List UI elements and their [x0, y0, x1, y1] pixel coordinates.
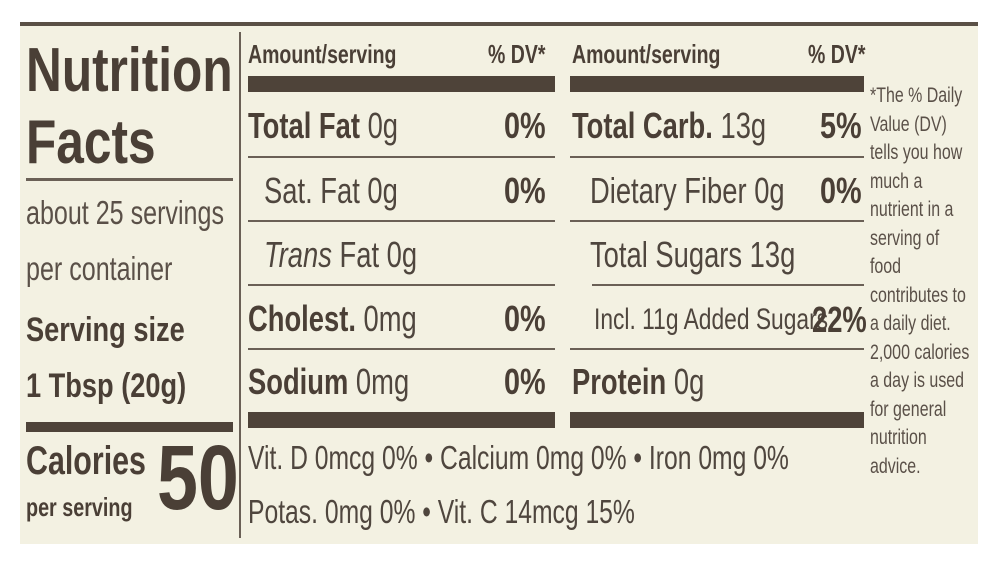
calories-value-wrap: 50 — [157, 432, 259, 524]
protein-amount: 0g — [673, 361, 705, 402]
trans-fat-amount: Fat 0g — [339, 234, 418, 275]
bottom-bar-right — [570, 412, 864, 428]
row-trans-fat: Trans Fat 0g — [264, 235, 465, 275]
servings-per-container: about 25 servings — [26, 194, 224, 231]
hdr-amount-right-wrap: Amount/serving — [572, 40, 770, 68]
serving-size-value: 1 Tbsp (20g) — [26, 367, 187, 405]
sat-fat-wrap: Sat. Fat 0g — [264, 171, 440, 211]
cholest-dv: 0% — [504, 298, 546, 339]
sat-fat-dv-wrap: 0% — [504, 171, 556, 211]
bottom-bar-left — [248, 412, 555, 428]
row-divider — [570, 156, 864, 158]
sat-fat: Sat. Fat 0g — [264, 170, 398, 211]
row-cholesterol: Cholest. 0mg — [248, 299, 470, 339]
calories-label: Calories — [26, 439, 146, 483]
sodium-dv: 0% — [504, 361, 546, 402]
added-sugars-wrap: Incl. 11g Added Sugars — [594, 302, 902, 338]
calories-value: 50 — [157, 427, 239, 529]
total-carb-amount: 13g — [720, 105, 767, 146]
dietary-fiber: Dietary Fiber 0g — [590, 170, 785, 211]
footnote-wrap: *The % Daily Value (DV) tells you how mu… — [870, 82, 974, 481]
sugars-wrap: Total Sugars 13g — [590, 235, 860, 275]
header-daily-value-right: % DV* — [808, 39, 866, 69]
divider — [26, 178, 233, 181]
row-divider — [592, 284, 864, 286]
thick-divider — [26, 422, 233, 432]
row-divider — [570, 220, 864, 222]
added-sugars-dv-wrap: 22% — [812, 300, 884, 340]
vitamins-line1-wrap: Vit. D 0mcg 0% • Calcium 0mg 0% • Iron 0… — [248, 440, 971, 476]
nutrition-title: Nutrition — [26, 40, 284, 102]
serving-size-value-wrap: 1 Tbsp (20g) — [26, 368, 226, 404]
fiber-dv: 0% — [820, 170, 862, 211]
hdr-dv-right-wrap: % DV* — [808, 40, 885, 68]
header-amount-serving: Amount/serving — [248, 39, 397, 69]
header-daily-value: % DV* — [488, 39, 546, 69]
row-total-carb: Total Carb. 13g — [572, 106, 827, 146]
servings-line1-wrap: about 25 servings — [26, 196, 287, 230]
cholest-amount: 0mg — [363, 298, 417, 339]
total-sugars: Total Sugars 13g — [590, 234, 796, 275]
calories-label-wrap: Calories — [26, 441, 184, 481]
total-carb-dv: 5% — [820, 105, 862, 146]
sodium-dv-wrap: 0% — [504, 362, 556, 402]
vitamins-line2: Potas. 0mg 0% • Vit. C 14mcg 15% — [248, 493, 635, 530]
total-carb-label: Total Carb. — [572, 105, 713, 146]
servings-line2-wrap: per container — [26, 252, 219, 286]
row-protein: Protein 0g — [572, 362, 746, 402]
header-bar-left — [248, 76, 555, 92]
title-line2-wrap: Facts — [26, 112, 188, 174]
calories-per-serving: per serving — [26, 492, 133, 522]
total-fat-label: Total Fat — [248, 105, 360, 146]
added-sugars-dv: 22% — [812, 299, 867, 340]
fiber-dv-wrap: 0% — [820, 171, 872, 211]
footnote: *The % Daily Value (DV) tells you how mu… — [870, 84, 970, 478]
nutrition-facts-label: Nutrition Facts about 25 servings per co… — [20, 22, 978, 544]
hdr-dv-left-wrap: % DV* — [488, 40, 565, 68]
header-bar-right — [570, 76, 864, 92]
protein-label: Protein — [572, 361, 667, 402]
row-divider — [248, 156, 555, 158]
hdr-amount-left-wrap: Amount/serving — [248, 40, 446, 68]
header-amount-serving-right: Amount/serving — [572, 39, 721, 69]
row-divider — [248, 284, 555, 286]
title-line1: Nutrition — [26, 36, 233, 105]
trans-label: Trans — [264, 234, 332, 275]
added-sugars: Incl. 11g Added Sugars — [594, 303, 829, 336]
cholest-dv-wrap: 0% — [504, 299, 556, 339]
total-fat-amount: 0g — [367, 105, 399, 146]
vitamins-line1: Vit. D 0mcg 0% • Calcium 0mg 0% • Iron 0… — [248, 439, 789, 476]
sodium-label: Sodium — [248, 361, 349, 402]
row-total-fat: Total Fat 0g — [248, 106, 445, 146]
row-sodium: Sodium 0mg — [248, 362, 460, 402]
row-divider — [248, 220, 555, 222]
total-carb-dv-wrap: 5% — [820, 106, 872, 146]
title-line2: Facts — [26, 108, 156, 177]
calories-sub-wrap: per serving — [26, 494, 166, 521]
vitamins-line2-wrap: Potas. 0mg 0% • Vit. C 14mcg 15% — [248, 494, 765, 530]
sat-fat-dv: 0% — [504, 170, 546, 211]
servings-per-container-line2: per container — [26, 250, 173, 287]
total-fat-dv: 0% — [504, 105, 546, 146]
fiber-wrap: Dietary Fiber 0g — [590, 171, 846, 211]
total-fat-dv-wrap: 0% — [504, 106, 556, 146]
column-divider — [239, 32, 241, 538]
cholest-label: Cholest. — [248, 298, 356, 339]
serving-size-label: Serving size — [26, 311, 185, 349]
serving-size-label-wrap: Serving size — [26, 312, 224, 348]
row-divider — [248, 348, 555, 350]
sodium-amount: 0mg — [355, 361, 410, 402]
row-divider — [570, 348, 864, 350]
